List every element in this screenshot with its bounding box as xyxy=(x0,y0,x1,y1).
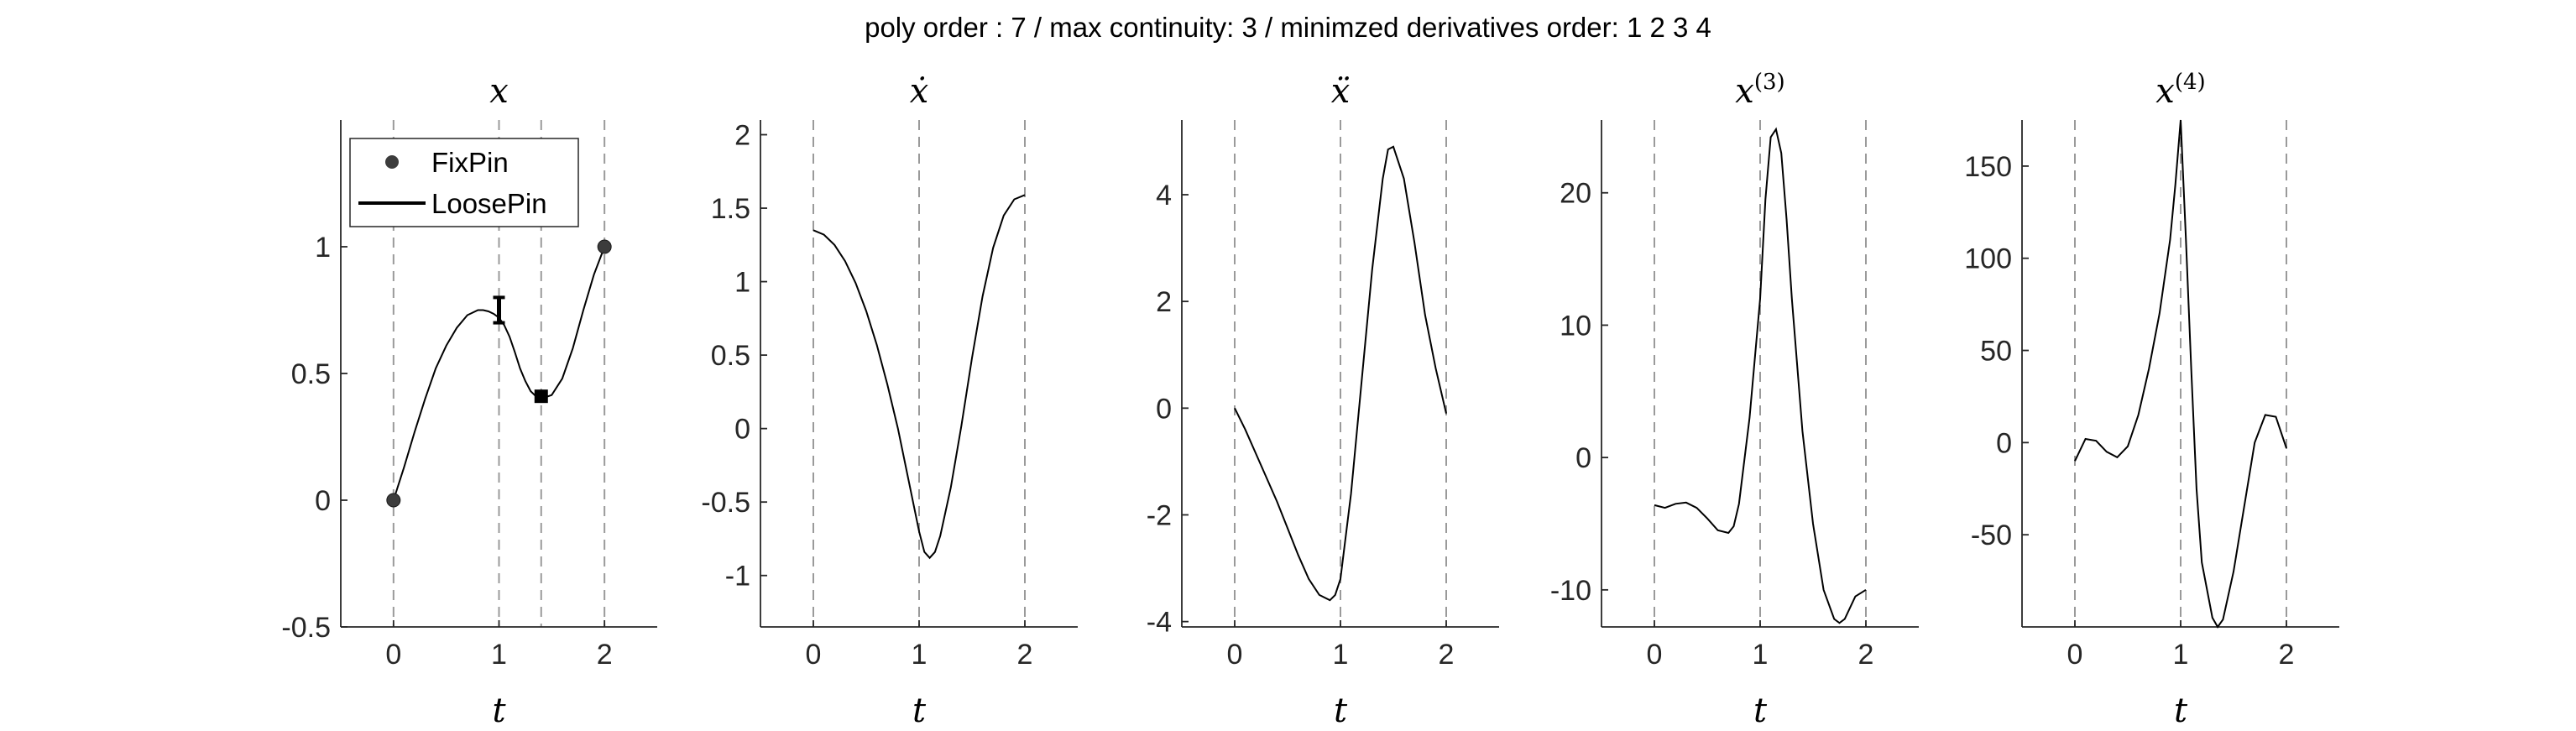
legend-loosepin-label: LoosePin xyxy=(431,188,547,219)
y-tick-label: 0 xyxy=(734,414,750,446)
x-tick-label: 0 xyxy=(1227,639,1243,671)
y-tick-label: 2 xyxy=(1156,286,1172,318)
loosepin-marker xyxy=(534,389,548,404)
y-tick-label: 0 xyxy=(1575,442,1591,474)
subplot-title: ẋ xyxy=(910,72,929,111)
fixpin-marker xyxy=(386,493,401,508)
trajectory-curve xyxy=(392,246,606,501)
y-tick-label: 0 xyxy=(315,485,331,517)
subplot-4: 0 1 2 -10 0 10 20 x(3) t xyxy=(1550,70,1919,730)
y-tick-label: -50 xyxy=(1971,520,2012,551)
y-tick-label: 100 xyxy=(1964,243,2012,275)
y-tick-label: 150 xyxy=(1964,151,2012,183)
subplot-5: 0 1 2 -50 0 50 100 150 x(4) t xyxy=(1964,70,2339,730)
y-tick-label: 2 xyxy=(734,120,750,152)
subplot-2: 0 1 2 -1 -0.5 0 0.5 1 1.5 2 ẋ t xyxy=(701,72,1078,730)
legend-box xyxy=(349,138,579,227)
x-tick-label: 1 xyxy=(2173,639,2189,671)
x-tick-label: 2 xyxy=(1439,639,1455,671)
y-tick-label: 0.5 xyxy=(291,358,331,390)
subplot-title: x xyxy=(489,72,509,111)
y-tick-label: -0.5 xyxy=(701,487,750,519)
y-tick-label: 50 xyxy=(1980,336,2012,368)
subplot-title: x(4) xyxy=(2155,70,2205,111)
y-tick-label: 1.5 xyxy=(711,193,750,225)
trajectory-curve xyxy=(2074,119,2287,629)
y-tick-label: 20 xyxy=(1560,178,1591,210)
x-tick-label: 1 xyxy=(1333,639,1349,671)
y-tick-label: 0 xyxy=(1156,393,1172,425)
y-tick-label: 1 xyxy=(734,267,750,299)
x-tick-label: 2 xyxy=(1858,639,1874,671)
y-tick-label: -2 xyxy=(1147,499,1172,531)
y-tick-label: 10 xyxy=(1560,310,1591,342)
y-tick-label: -0.5 xyxy=(281,612,331,644)
x-axis-label: t xyxy=(492,692,506,730)
x-tick-label: 1 xyxy=(1753,639,1769,671)
y-tick-label: -4 xyxy=(1147,607,1172,639)
y-tick-label: 4 xyxy=(1156,180,1172,211)
subplot-1: 0 1 2 -0.5 0 0.5 1 x t FixPin LoosePin xyxy=(281,72,657,730)
fixpin-marker xyxy=(597,239,612,254)
x-axis-label: t xyxy=(1753,692,1768,730)
subplot-title: x(3) xyxy=(1735,70,1784,111)
y-tick-label: 1 xyxy=(315,232,331,264)
x-tick-label: 0 xyxy=(806,639,822,671)
trajectory-curve xyxy=(1234,145,1447,602)
legend: FixPin LoosePin xyxy=(349,138,579,227)
y-tick-label: -1 xyxy=(725,561,750,593)
x-axis-label: t xyxy=(912,692,927,730)
trajectory-curve xyxy=(813,194,1026,560)
y-tick-label: 0.5 xyxy=(711,340,750,372)
subplot-3: 0 1 2 -4 -2 0 2 4 ẍ t xyxy=(1147,72,1499,730)
y-tick-label: 0 xyxy=(1996,427,2012,459)
x-tick-label: 1 xyxy=(491,639,507,671)
x-tick-label: 0 xyxy=(385,639,401,671)
x-tick-label: 0 xyxy=(2067,639,2083,671)
x-axis-label: t xyxy=(1334,692,1348,730)
x-axis-label: t xyxy=(2174,692,2188,730)
legend-fixpin-symbol xyxy=(385,155,399,169)
y-tick-label: -10 xyxy=(1550,575,1591,607)
trajectory-curve xyxy=(1654,127,1867,624)
legend-fixpin-label: FixPin xyxy=(431,147,509,178)
x-tick-label: 2 xyxy=(2279,639,2295,671)
x-tick-label: 2 xyxy=(1017,639,1033,671)
x-tick-label: 2 xyxy=(597,639,613,671)
subplot-title: ẍ xyxy=(1331,72,1351,111)
x-tick-label: 1 xyxy=(912,639,927,671)
figure-suptitle: poly order : 7 / max continuity: 3 / min… xyxy=(865,12,1711,43)
x-tick-label: 0 xyxy=(1647,639,1663,671)
